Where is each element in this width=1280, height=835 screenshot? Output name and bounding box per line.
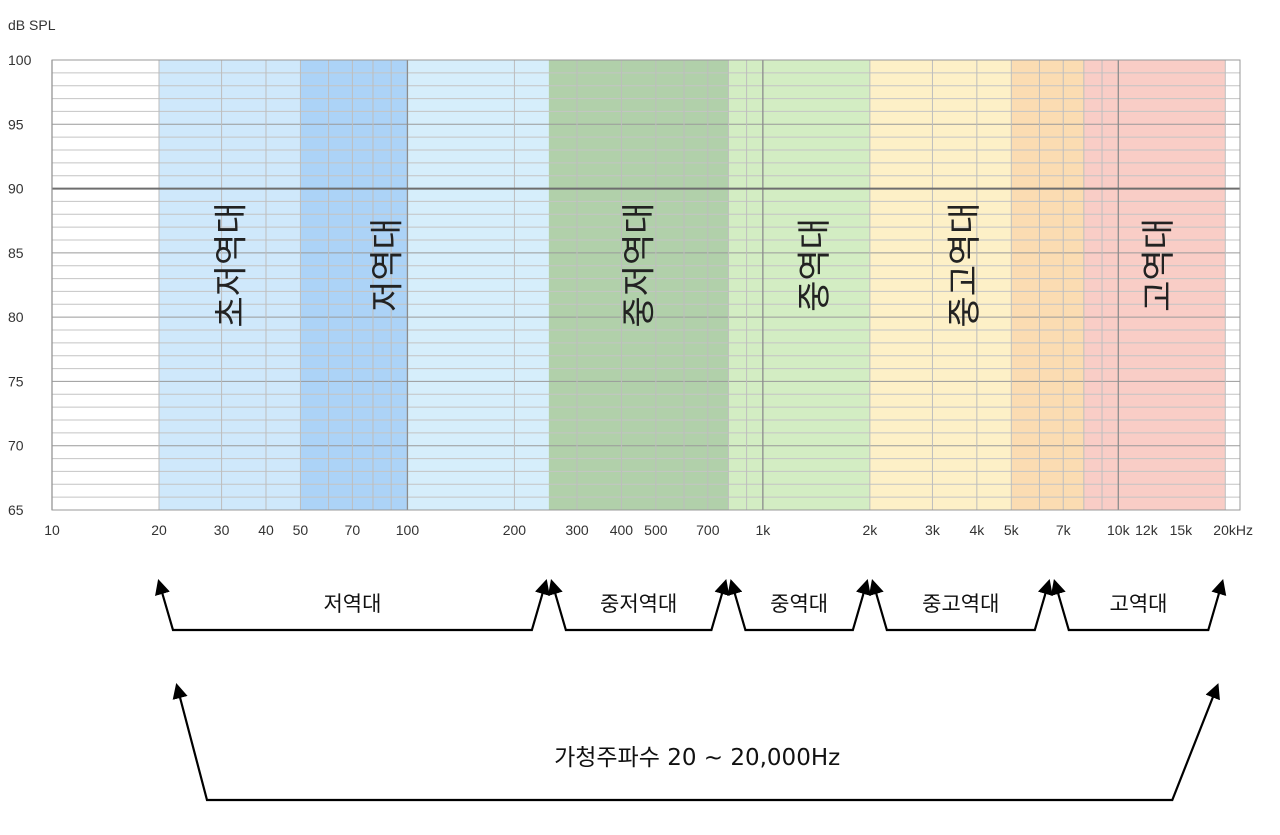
x-tick-label: 12k [1135, 522, 1159, 538]
range-label: 고역대 [1110, 592, 1168, 616]
x-tick-label: 10k [1107, 522, 1131, 538]
y-tick-label: 100 [8, 52, 32, 68]
y-tick-labels: 65 70 75 80 85 90 95 100 [8, 52, 32, 518]
band-label: 중저역대 [620, 202, 660, 327]
band-rect [869, 60, 1012, 510]
range-bracket [1050, 579, 1227, 632]
range-label: 저역대 [323, 592, 381, 616]
band-labels: 초저역대 저역대 중저역대 중역대 중고역대 고역대 [212, 202, 1179, 327]
x-tick-label: 50 [293, 522, 309, 538]
x-tick-label: 30 [214, 522, 230, 538]
plot-frame [51, 59, 1241, 511]
x-tick-label: 500 [644, 522, 668, 538]
y-tick-label: 90 [8, 181, 24, 197]
band-rect [548, 60, 729, 510]
band-regions [158, 60, 1226, 510]
x-tick-label: 15k [1170, 522, 1194, 538]
range-bracket [727, 579, 871, 632]
y-tick-label: 75 [8, 373, 24, 389]
hearing-range-bracket: 가청주파수 20 ~ 20,000Hz [172, 683, 1220, 802]
band-label: 초저역대 [212, 202, 252, 327]
hearing-bracket [172, 683, 1220, 802]
band-label: 저역대 [368, 218, 408, 312]
band-rect [1011, 60, 1084, 510]
y-tick-label: 65 [8, 502, 24, 518]
y-tick-label: 80 [8, 309, 24, 325]
x-tick-label: 7k [1056, 522, 1072, 538]
x-tick-label: 10 [44, 522, 60, 538]
x-tick-label: 200 [503, 522, 527, 538]
hearing-range-label: 가청주파수 20 ~ 20,000Hz [554, 745, 840, 771]
y-tick-label: 95 [8, 116, 24, 132]
x-tick-label: 700 [696, 522, 720, 538]
band-rect [300, 60, 408, 510]
x-tick-label: 70 [345, 522, 361, 538]
x-tick-label: 4k [969, 522, 985, 538]
band-label: 중역대 [795, 218, 835, 312]
x-tick-label: 2k [862, 522, 878, 538]
band-label: 중고역대 [945, 202, 985, 327]
x-tick-labels: 10 20 30 40 50 70 100 200 300 400 500 700 1k 2k 3k 4k 5k… [44, 522, 1253, 538]
range-bracket [547, 579, 730, 632]
band-rect [407, 60, 549, 510]
x-tick-label: 3k [925, 522, 941, 538]
band-label: 고역대 [1139, 218, 1179, 312]
x-tick-label: 20kHz [1213, 522, 1253, 538]
x-tick-label: 1k [755, 522, 771, 538]
x-tick-label: 20 [151, 522, 167, 538]
y-tick-label: 85 [8, 245, 24, 261]
range-bracket [868, 579, 1053, 632]
band-rect [728, 60, 870, 510]
range-brackets: 저역대 중저역대 중역대 중고역대 고역대 [155, 579, 1227, 632]
x-tick-label: 40 [258, 522, 274, 538]
range-bracket [155, 579, 550, 632]
x-tick-label: 5k [1004, 522, 1020, 538]
y-axis-label: dB SPL [8, 17, 56, 33]
y-tick-label: 70 [8, 438, 24, 454]
x-tick-label: 300 [565, 522, 589, 538]
range-label: 중역대 [770, 592, 828, 616]
x-tick-label: 400 [610, 522, 634, 538]
band-rect [1083, 60, 1226, 510]
range-label: 중고역대 [922, 592, 999, 616]
x-tick-label: 100 [396, 522, 420, 538]
axes [51, 59, 1241, 511]
range-label: 중저역대 [600, 592, 677, 616]
